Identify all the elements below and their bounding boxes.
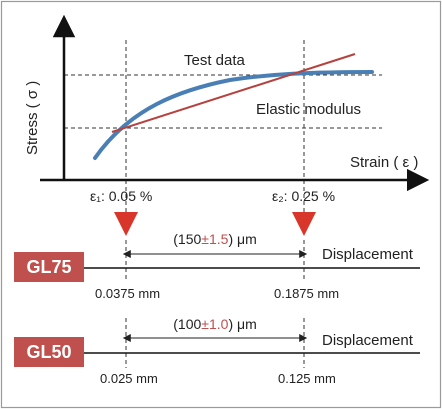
gl50-left-value: 0.025 mm <box>100 371 158 386</box>
x-axis-label: Strain ( ε ) <box>350 154 418 171</box>
elastic-modulus-line <box>111 53 356 133</box>
marker1-triangle <box>114 212 138 236</box>
gl75-span-label: (150±1.5) μm <box>173 231 256 247</box>
marker2-label: ε₂: 0.25 % <box>272 188 335 204</box>
test-data-curve <box>93 70 374 160</box>
gauge-name-gl50: GL50 <box>26 342 71 362</box>
gl75-displacement-label: Displacement <box>322 246 414 263</box>
series-modulus-label: Elastic modulus <box>256 101 361 118</box>
marker2-triangle <box>292 212 316 236</box>
gauge-row-gl75: GL75 <box>14 252 84 282</box>
y-axis-label: Stress ( σ ) <box>24 81 41 155</box>
gl75-right-value: 0.1875 mm <box>274 286 339 301</box>
guide-lines <box>64 40 382 368</box>
gl75-left-value: 0.0375 mm <box>95 286 160 301</box>
gauge-box-gl50 <box>14 337 84 367</box>
series-test-label: Test data <box>184 52 246 69</box>
gl50-displacement-label: Displacement <box>322 332 414 349</box>
gauge-name-gl75: GL75 <box>26 257 71 277</box>
gauge-box-gl75 <box>14 252 84 282</box>
gauge-row-gl50: GL50 <box>14 337 84 367</box>
gl50-span-label: (100±1.0) μm <box>173 316 256 332</box>
marker1-label: ε₁: 0.05 % <box>90 188 152 204</box>
gl50-right-value: 0.125 mm <box>278 371 336 386</box>
